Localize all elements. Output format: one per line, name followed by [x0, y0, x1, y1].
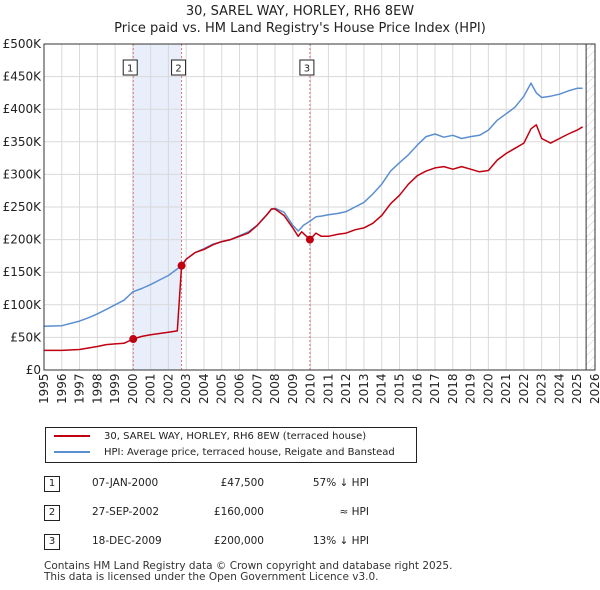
- x-tick-label: 2012: [339, 373, 353, 404]
- y-tick-label: £150K: [3, 265, 43, 279]
- y-tick-label: £400K: [3, 102, 43, 116]
- y-tick-label: £0: [26, 363, 41, 377]
- sale-label-box: [171, 59, 187, 76]
- y-tick-label: £200K: [3, 233, 43, 247]
- sale-date: 18-DEC-2009: [92, 535, 162, 547]
- sale-price: £200,000: [213, 535, 264, 547]
- x-tick-label: 2022: [517, 373, 531, 404]
- sale-label-box: [299, 59, 315, 76]
- x-tick-label: 2021: [499, 373, 513, 404]
- x-tick-label: 2019: [464, 373, 478, 404]
- x-tick-label: 2014: [375, 373, 389, 404]
- sale-label-box: [122, 59, 138, 76]
- x-tick-label: 2023: [535, 373, 549, 404]
- sale-point: [177, 261, 186, 270]
- sale-price: £47,500: [220, 477, 264, 489]
- y-tick-label: £350K: [3, 135, 43, 149]
- price-series-line: [44, 124, 583, 352]
- legend-item-price: 30, SAREL WAY, HORLEY, RH6 8EW (terraced…: [54, 430, 366, 444]
- legend-swatch-price: [54, 435, 90, 437]
- sale-date: 27-SEP-2002: [92, 506, 160, 518]
- chart-title-address: 30, SAREL WAY, HORLEY, RH6 8EW: [185, 4, 415, 19]
- sale-vs-hpi: 13% ↓ HPI: [312, 535, 369, 547]
- legend-label-price: 30, SAREL WAY, HORLEY, RH6 8EW (terraced…: [104, 431, 367, 442]
- x-tick-label: 2007: [250, 373, 264, 404]
- x-tick-label: 2001: [144, 373, 158, 404]
- x-tick-label: 2013: [357, 373, 371, 404]
- x-tick-label: 1999: [108, 373, 122, 404]
- sale-number-badge: 3: [44, 534, 60, 550]
- legend-swatch-hpi: [54, 451, 90, 453]
- legend-item-hpi: HPI: Average price, terraced house, Reig…: [54, 446, 395, 460]
- y-tick-label: £300K: [3, 167, 43, 181]
- x-tick-label: 1998: [90, 373, 104, 404]
- x-tick-label: 1995: [37, 373, 51, 404]
- sale-point: [305, 235, 314, 244]
- sale-vs-hpi: 57% ↓ HPI: [312, 477, 369, 489]
- y-tick-label: £250K: [3, 200, 43, 214]
- sale-label-number: 1: [127, 64, 133, 75]
- sale-price: £160,000: [213, 506, 264, 518]
- x-tick-label: 2010: [304, 373, 318, 404]
- y-tick-label: £50K: [10, 330, 42, 344]
- sale-label-number: 2: [175, 64, 181, 75]
- sale-row: 1 07-JAN-2000 £47,500 57% ↓ HPI: [44, 474, 464, 496]
- legend-label-hpi: HPI: Average price, terraced house, Reig…: [104, 447, 395, 458]
- x-tick-label: 2000: [126, 373, 140, 404]
- hpi-series-line: [43, 82, 583, 328]
- y-tick-label: £450K: [3, 70, 43, 84]
- sale-number-badge: 2: [44, 505, 60, 521]
- sale-row: 2 27-SEP-2002 £160,000 ≈ HPI: [44, 503, 464, 525]
- sale-row: 3 18-DEC-2009 £200,000 13% ↓ HPI: [44, 532, 464, 554]
- sale-number-badge: 1: [44, 476, 60, 492]
- x-tick-label: 2018: [446, 373, 460, 404]
- price-chart: £0 £50K £100K £150K £200K £250K £300K £350K £400…: [3, 37, 600, 404]
- sale-point: [129, 335, 138, 344]
- x-tick-label: 2015: [392, 373, 406, 404]
- x-tick-label: 2002: [161, 373, 175, 404]
- x-tick-label: 2017: [428, 373, 442, 404]
- plot-border: [43, 43, 596, 371]
- footer-licence: This data is licensed under the Open Gov…: [44, 571, 379, 583]
- y-tick-label: £500K: [3, 37, 43, 51]
- x-tick-label: 2025: [570, 373, 584, 404]
- footer-copyright: Contains HM Land Registry data © Crown c…: [44, 560, 453, 572]
- x-tick-label: 2011: [321, 373, 335, 404]
- x-tick-label: 2004: [197, 373, 211, 404]
- sale-date: 07-JAN-2000: [92, 477, 159, 489]
- chart-subtitle: Price paid vs. HM Land Registry's House …: [114, 21, 486, 36]
- x-tick-label: 1996: [55, 373, 69, 404]
- x-tick-label: 1997: [73, 373, 87, 404]
- x-tick-label: 2016: [410, 373, 424, 404]
- x-tick-label: 2006: [233, 373, 247, 404]
- footer-credits: Contains HM Land Registry data © Crown c…: [44, 561, 452, 583]
- x-tick-label: 2026: [588, 373, 600, 404]
- sale-vs-hpi: ≈ HPI: [339, 506, 369, 518]
- sale-label-number: 3: [304, 64, 310, 75]
- x-tick-label: 2024: [552, 373, 566, 404]
- x-tick-label: 2009: [286, 373, 300, 404]
- x-tick-label: 2008: [268, 373, 282, 404]
- x-tick-label: 2005: [215, 373, 229, 404]
- y-tick-label: £100K: [3, 298, 43, 312]
- chart-legend: 30, SAREL WAY, HORLEY, RH6 8EW (terraced…: [45, 427, 417, 463]
- x-tick-label: 2020: [481, 373, 495, 404]
- x-tick-label: 2003: [179, 373, 193, 404]
